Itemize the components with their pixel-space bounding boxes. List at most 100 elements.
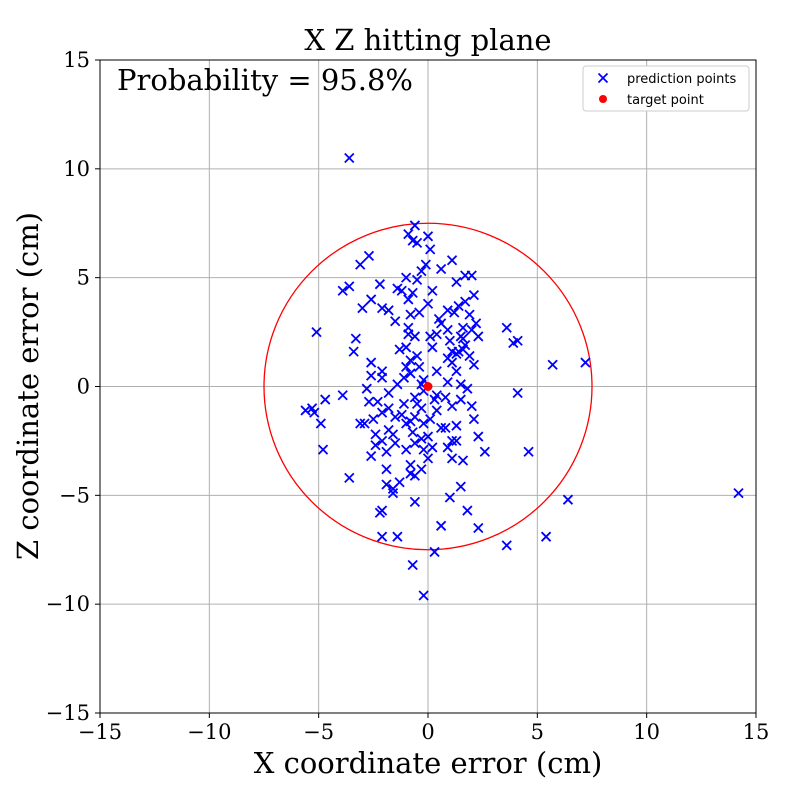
prediction-point	[366, 370, 377, 381]
legend: prediction points target point	[582, 65, 750, 112]
y-tick-label: −15	[46, 701, 90, 725]
prediction-point	[396, 285, 407, 296]
prediction-point	[361, 383, 372, 394]
prediction-point	[451, 276, 462, 288]
prediction-point	[418, 590, 429, 601]
prediction-point	[468, 414, 480, 425]
prediction-point	[422, 431, 434, 442]
prediction-point	[418, 418, 429, 429]
prediction-point	[429, 546, 440, 558]
prediction-point	[733, 488, 744, 499]
legend-label-target-point: target point	[627, 93, 704, 108]
y-axis-label: Z coordinate error (cm)	[11, 212, 45, 560]
prediction-point	[409, 220, 421, 231]
prediction-point	[435, 422, 447, 433]
prediction-point	[444, 492, 456, 503]
prediction-point	[462, 383, 473, 394]
prediction-point	[468, 359, 480, 370]
prediction-point	[400, 444, 412, 455]
prediction-point	[420, 259, 431, 270]
prediction-point	[440, 422, 451, 433]
prediction-point	[394, 344, 405, 355]
prediction-point	[381, 479, 392, 490]
prediction-point	[470, 318, 482, 329]
prediction-point	[416, 403, 427, 414]
prediction-point	[422, 453, 434, 464]
prediction-point	[372, 396, 383, 407]
prediction-point	[446, 357, 458, 368]
prediction-point	[473, 522, 484, 534]
prediction-point	[451, 435, 462, 447]
prediction-point	[455, 481, 466, 492]
prediction-point	[363, 250, 375, 262]
prediction-point	[411, 237, 423, 248]
prediction-point	[366, 357, 377, 368]
prediction-point	[442, 442, 453, 453]
prediction-point	[457, 455, 469, 466]
probability-circle-layer	[263, 222, 593, 551]
y-tick-label: 15	[63, 48, 90, 72]
prediction-point	[409, 392, 421, 403]
prediction-point	[457, 333, 469, 344]
legend-box	[582, 65, 750, 112]
prediction-point	[425, 244, 436, 255]
prediction-point	[376, 531, 388, 542]
prediction-point	[387, 429, 399, 440]
prediction-point	[523, 446, 534, 457]
prediction-point	[427, 285, 438, 296]
prediction-point	[442, 377, 453, 388]
y-tick-label: −10	[46, 592, 90, 616]
prediction-point	[400, 342, 412, 353]
prediction-point	[457, 322, 469, 333]
prediction-point	[427, 442, 438, 453]
prediction-point	[425, 331, 436, 342]
prediction-point	[460, 296, 471, 307]
prediction-point	[446, 453, 458, 464]
prediction-point	[449, 307, 460, 318]
prediction-point	[462, 505, 473, 516]
prediction-point	[414, 307, 425, 318]
prediction-point	[501, 322, 512, 333]
prediction-point	[453, 300, 464, 312]
prediction-point	[398, 398, 410, 410]
prediction-point	[383, 305, 394, 316]
prediction-point	[512, 387, 523, 399]
prediction-point	[431, 366, 442, 377]
prediction-point	[376, 407, 388, 418]
prediction-point	[376, 372, 388, 383]
data-points	[300, 152, 744, 601]
prediction-point	[427, 342, 438, 353]
prediction-point	[344, 152, 355, 164]
prediction-point	[466, 400, 477, 412]
prediction-point	[344, 281, 355, 292]
target-point	[423, 382, 433, 391]
prediction-point	[407, 559, 418, 571]
prediction-point	[508, 337, 519, 349]
prediction-point	[387, 488, 399, 499]
legend-label-prediction-points: prediction points	[627, 72, 737, 87]
prediction-point	[311, 326, 322, 338]
prediction-point	[400, 418, 412, 429]
prediction-point	[446, 435, 458, 447]
prediction-point	[390, 316, 401, 327]
prediction-point	[337, 390, 348, 401]
prediction-point	[409, 470, 421, 481]
prediction-point	[453, 346, 464, 357]
prediction-point	[409, 331, 421, 342]
prediction-point	[422, 231, 434, 242]
y-tick-label: 0	[77, 375, 90, 399]
prediction-point	[580, 357, 591, 368]
prediction-point	[444, 335, 456, 346]
x-axis-label: X coordinate error (cm)	[254, 746, 603, 780]
prediction-point	[381, 446, 392, 457]
prediction-point	[464, 350, 475, 362]
prediction-point	[359, 418, 370, 429]
prediction-point	[392, 531, 403, 542]
prediction-point	[547, 359, 558, 370]
prediction-point	[403, 329, 414, 340]
prediction-point	[392, 379, 403, 390]
prediction-point	[396, 409, 407, 420]
prediction-point	[376, 435, 388, 447]
y-tick-label: 5	[77, 266, 90, 290]
